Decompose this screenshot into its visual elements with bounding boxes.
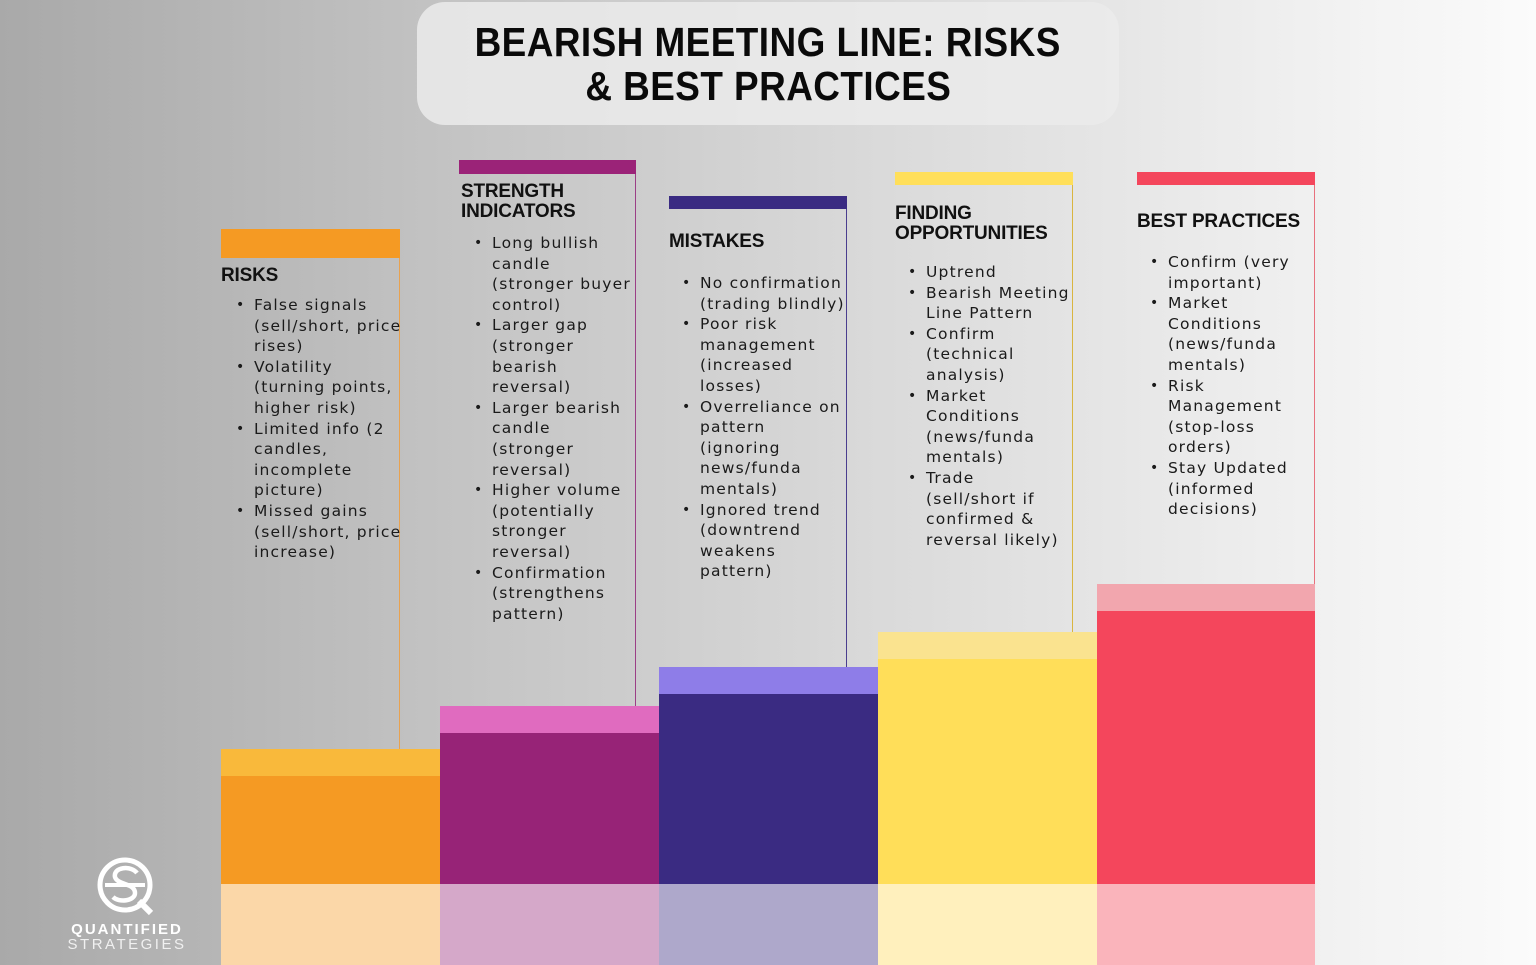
risks-color-bar [221,229,400,258]
risks-step-cap [221,749,440,776]
risks-item: Volatility (turning points, higher risk) [223,357,403,419]
mistakes-item: Poor risk management (increased losses) [669,314,845,396]
quantified-strategies-logo: QUANTIFIED STRATEGIES [62,855,192,953]
opportunities-item: Uptrend [895,262,1071,283]
best-practices-item: Market Conditions (news/funda mentals) [1137,293,1315,375]
best-practices-step [1097,584,1315,884]
opportunities-card: FINDING OPPORTUNITIES Uptrend Bearish Me… [895,172,1073,634]
opportunities-item: Confirm (technical analysis) [895,324,1071,386]
mistakes-card-border [845,209,847,668]
best-practices-card: BEST PRACTICES Confirm (very important) … [1137,172,1315,586]
opportunities-heading: FINDING OPPORTUNITIES [895,203,1048,244]
best-practices-step-body [1097,611,1315,884]
best-practices-heading: BEST PRACTICES [1137,211,1300,232]
risks-card: RISKS False signals (sell/short, price r… [221,229,400,749]
risks-list: False signals (sell/short, price rises) … [223,295,403,563]
opportunities-step [878,632,1097,884]
strength-item: Long bullish candle (stronger buyer cont… [461,233,633,315]
risks-base [221,884,440,965]
opportunities-list: Uptrend Bearish Meeting Line Pattern Con… [895,262,1071,550]
opportunities-item: Trade (sell/short if confirmed & reversa… [895,468,1071,550]
logo-text-strategies: STRATEGIES [67,936,187,953]
best-practices-list: Confirm (very important) Market Conditio… [1137,252,1315,520]
mistakes-card: MISTAKES No confirmation (trading blindl… [669,196,847,668]
qs-logo-icon [97,857,154,916]
strength-color-bar [459,160,636,174]
strength-item: Larger bearish candle (stronger reversal… [461,398,633,480]
mistakes-step-body [659,694,878,884]
strength-heading: STRENGTH INDICATORS [461,181,576,222]
title-line-2: & BEST PRACTICES [585,62,951,109]
mistakes-heading: MISTAKES [669,231,765,252]
best-practices-item: Confirm (very important) [1137,252,1315,293]
best-practices-item: Risk Management (stop-loss orders) [1137,376,1315,458]
risks-item: Limited info (2 candles, incomplete pict… [223,419,403,501]
strength-item: Larger gap (stronger bearish reversal) [461,315,633,397]
opportunities-base [878,884,1097,965]
best-practices-step-cap [1097,584,1315,611]
risks-heading: RISKS [221,265,279,286]
mistakes-item: No confirmation (trading blindly) [669,273,845,314]
best-practices-item: Stay Updated (informed decisions) [1137,458,1315,520]
title-line-1: BEARISH MEETING LINE: RISKS [474,18,1062,65]
mistakes-item: Ignored trend (downtrend weakens pattern… [669,500,845,582]
strength-item: Confirmation (strengthens pattern) [461,563,633,625]
logo-text-quantified: QUANTIFIED [71,921,183,938]
best-practices-base [1097,884,1315,965]
risks-item: Missed gains (sell/short, price increase… [223,501,403,563]
mistakes-step [659,667,878,884]
mistakes-base [659,884,878,965]
opportunities-step-body [878,659,1097,884]
opportunities-item: Market Conditions (news/funda mentals) [895,386,1071,468]
strength-step-body [440,733,659,884]
strength-card: STRENGTH INDICATORS Long bullish candle … [459,160,636,706]
mistakes-list: No confirmation (trading blindly) Poor r… [669,273,845,582]
opportunities-card-border [1071,185,1073,634]
risks-step [221,749,440,884]
strength-base [440,884,659,965]
opportunities-color-bar [895,172,1073,185]
best-practices-color-bar [1137,172,1315,185]
mistakes-item: Overreliance on pattern (ignoring news/f… [669,397,845,500]
mistakes-color-bar [669,196,847,209]
strength-card-border [634,174,636,706]
risks-step-body [221,776,440,884]
strength-step [440,706,659,884]
title-banner: BEARISH MEETING LINE: RISKS & BEST PRACT… [417,2,1119,125]
mistakes-step-cap [659,667,878,694]
risks-item: False signals (sell/short, price rises) [223,295,403,357]
strength-item: Higher volume (potentially stronger reve… [461,480,633,562]
strength-list: Long bullish candle (stronger buyer cont… [461,233,633,624]
opportunities-step-cap [878,632,1097,659]
strength-step-cap [440,706,659,733]
opportunities-item: Bearish Meeting Line Pattern [895,283,1071,324]
